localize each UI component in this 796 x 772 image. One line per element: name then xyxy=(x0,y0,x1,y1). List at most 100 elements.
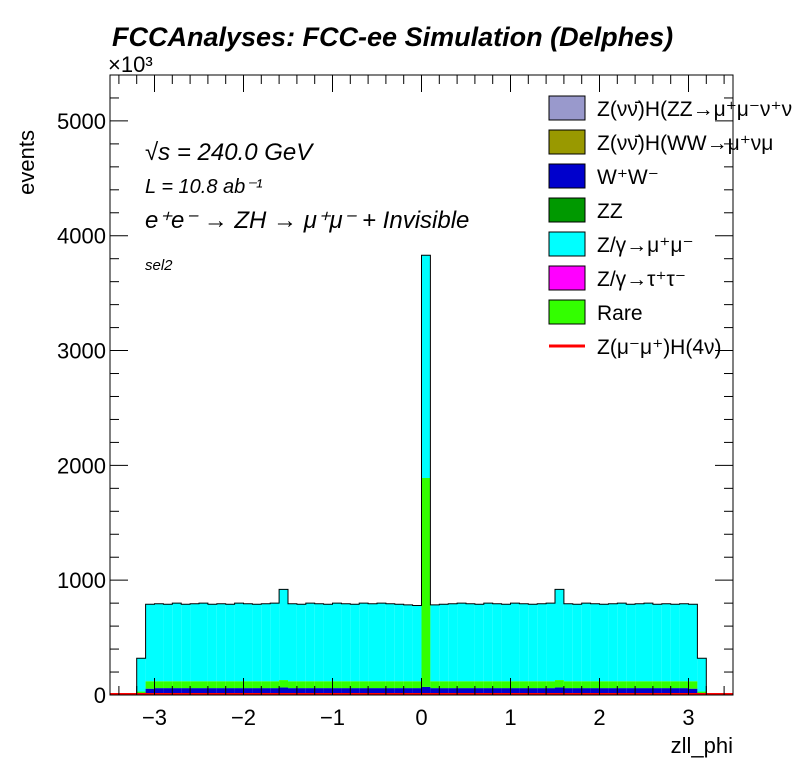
bar-Z-14 xyxy=(261,603,271,682)
bar-WW-58 xyxy=(652,688,662,695)
bar-Rare-60 xyxy=(670,681,680,689)
bar-Z-8 xyxy=(207,604,217,682)
bar-Z-15 xyxy=(270,603,280,682)
bar-Rare-37 xyxy=(466,681,475,689)
bar-Z-1 xyxy=(145,604,155,682)
bar-WW-51 xyxy=(590,688,600,695)
bar-Rare-50 xyxy=(581,681,591,689)
bar-WW-18 xyxy=(296,688,306,695)
bar-Rare-29 xyxy=(394,681,404,689)
bar-Rare-55 xyxy=(626,681,636,689)
bar-WW-23 xyxy=(341,688,351,695)
bar-WW-2 xyxy=(154,688,164,695)
bar-Rare-17 xyxy=(288,681,297,689)
bar-Z-59 xyxy=(661,603,671,682)
bar-Z-23 xyxy=(341,603,351,682)
bar-WW-42 xyxy=(510,688,520,695)
bar-Rare-2 xyxy=(154,681,164,689)
bar-Z-33 xyxy=(430,604,440,682)
bar-WW-29 xyxy=(394,688,404,695)
bar-WW-45 xyxy=(537,688,547,695)
bar-WW-47 xyxy=(555,687,564,695)
legend-entry-label: Z/γ→μ⁺μ⁻ xyxy=(597,234,694,257)
bar-Z-32 xyxy=(421,255,431,478)
bar-WW-21 xyxy=(323,688,333,695)
bar-Rare-13 xyxy=(252,681,262,689)
bar-Z-57 xyxy=(644,603,653,682)
x-tick-label: −2 xyxy=(231,705,256,730)
x-axis-label: zll_phi xyxy=(671,733,733,758)
bar-Rare-18 xyxy=(296,681,306,689)
bar-WW-41 xyxy=(501,688,511,695)
bar-Rare-53 xyxy=(608,681,618,689)
bar-Rare-36 xyxy=(457,681,466,689)
bar-Z-39 xyxy=(483,603,493,682)
x-tick-label: 2 xyxy=(593,705,605,730)
bar-Rare-39 xyxy=(483,681,493,689)
bar-Rare-25 xyxy=(359,681,369,689)
bar-WW-30 xyxy=(403,688,413,695)
bar-WW-57 xyxy=(644,688,653,695)
bar-WW-50 xyxy=(581,688,591,695)
bar-WW-20 xyxy=(314,688,324,695)
bar-Z-45 xyxy=(537,603,547,682)
legend-swatch xyxy=(548,299,586,325)
bar-Rare-62 xyxy=(688,681,698,689)
bar-WW-19 xyxy=(305,688,315,695)
bar-Rare-4 xyxy=(172,681,182,689)
bar-Z-20 xyxy=(314,603,324,682)
bar-Z-9 xyxy=(216,603,226,682)
bar-Rare-46 xyxy=(546,681,555,689)
y-tick-label: 1000 xyxy=(57,568,106,593)
x-tick-label: −3 xyxy=(142,705,167,730)
chart-title: FCCAnalyses: FCC-ee Simulation (Delphes) xyxy=(112,22,673,52)
legend-entry-label: Rare xyxy=(597,302,643,325)
bar-Rare-28 xyxy=(385,681,395,689)
lumi-annotation: L = 10.8 ab⁻¹ xyxy=(145,176,263,198)
bar-Z-40 xyxy=(492,603,502,682)
bar-Z-41 xyxy=(501,604,511,682)
axes: −3 −2 −1 0 1 2 3 0 1000 2000 3000 4000 5000 xyxy=(57,74,734,730)
y-tick-label: 5000 xyxy=(57,109,106,134)
bar-Rare-63 xyxy=(697,691,707,694)
bar-Rare-48 xyxy=(563,681,573,689)
bar-Z-18 xyxy=(296,604,306,682)
x-tick-label: 3 xyxy=(682,705,694,730)
bar-Rare-47 xyxy=(555,680,564,688)
bar-Rare-33 xyxy=(430,681,440,689)
bar-Z-31 xyxy=(412,605,422,682)
bar-Rare-40 xyxy=(492,681,502,689)
bar-Z-3 xyxy=(163,604,173,682)
bar-WW-10 xyxy=(225,688,235,695)
bar-WW-27 xyxy=(377,688,386,695)
bar-WW-56 xyxy=(635,688,644,695)
bar-Rare-30 xyxy=(403,681,413,689)
bar-Rare-38 xyxy=(474,681,484,689)
legend-swatch xyxy=(548,265,586,291)
bar-Rare-51 xyxy=(590,681,600,689)
bar-Z-50 xyxy=(581,603,591,682)
bar-Rare-31 xyxy=(412,681,422,689)
bar-WW-5 xyxy=(181,688,191,695)
bar-WW-34 xyxy=(439,688,449,695)
bar-Z-17 xyxy=(288,603,297,682)
stack-outline xyxy=(136,254,707,695)
bar-Z-35 xyxy=(448,603,458,682)
x-tick-label: 1 xyxy=(504,705,516,730)
bar-Rare-3 xyxy=(163,681,173,689)
bar-WW-62 xyxy=(688,688,698,695)
legend-entry-label: Z(νν̄)H(ZZ→μ⁺μ⁻ν⁺ν xyxy=(597,98,792,121)
bar-Z-13 xyxy=(252,604,262,682)
bar-Rare-22 xyxy=(332,681,342,689)
bar-WW-44 xyxy=(528,688,538,695)
bar-WW-60 xyxy=(670,688,680,695)
bar-Z-2 xyxy=(154,603,164,682)
bar-Z-0 xyxy=(136,658,146,692)
bar-Z-25 xyxy=(359,603,369,682)
x-tick-label: −1 xyxy=(320,705,345,730)
bar-Z-58 xyxy=(652,604,662,682)
bar-Rare-12 xyxy=(243,681,253,689)
legend-entry-label: Z(νν̄)H(WW→μ⁺νμ xyxy=(597,132,773,155)
bar-Z-43 xyxy=(519,603,529,682)
